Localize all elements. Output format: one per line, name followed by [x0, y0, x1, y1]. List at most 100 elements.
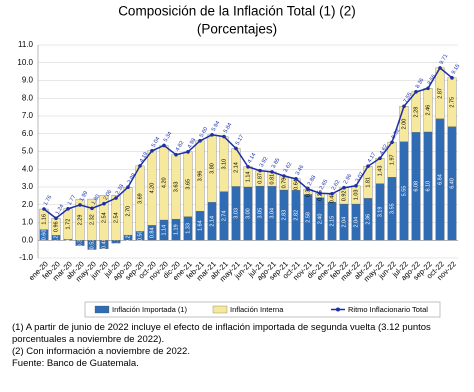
- data-label: 0.25: [317, 190, 323, 201]
- y-tick-label: 5.0: [22, 147, 34, 156]
- data-label: 4.17: [367, 152, 378, 164]
- line-marker: [354, 183, 358, 188]
- data-label: 2.54: [101, 212, 107, 223]
- y-tick-label: 10.0: [17, 58, 33, 67]
- data-label: 0.92: [341, 191, 347, 202]
- data-label: 5.94: [211, 120, 222, 132]
- line-marker: [198, 139, 202, 143]
- data-label: 0.47: [329, 193, 335, 204]
- data-label: 8.36: [415, 77, 426, 89]
- data-label: 2.38: [115, 183, 126, 195]
- data-label: 4.62: [379, 144, 390, 156]
- line-marker: [378, 156, 382, 161]
- line-marker: [318, 191, 322, 196]
- data-label: 2.06: [103, 189, 114, 201]
- bar: [87, 198, 97, 241]
- line-marker: [102, 201, 106, 206]
- data-label: 3.96: [197, 171, 203, 182]
- line-marker: [138, 164, 142, 168]
- data-label: 2.74: [221, 211, 227, 222]
- line-marker: [438, 66, 442, 70]
- legend-box: [84, 301, 441, 318]
- data-label: 3.69: [137, 193, 143, 204]
- legend-label: Inflación Interna: [230, 305, 284, 314]
- data-label: 5.17: [235, 134, 246, 146]
- note: (2) Con información a noviembre de 2022.: [12, 346, 190, 357]
- data-label: 9.15: [451, 63, 462, 75]
- data-label: 2.87: [437, 88, 443, 99]
- line-marker: [186, 150, 190, 154]
- line-marker: [342, 185, 346, 190]
- legend-label: Inflación Importada (1): [112, 305, 188, 314]
- line-marker: [270, 170, 274, 174]
- data-label: 5.04: [151, 136, 162, 148]
- data-label: 1.97: [389, 154, 395, 165]
- data-label: 4.19: [139, 151, 150, 163]
- line-marker: [282, 174, 286, 178]
- data-label: 8.56: [427, 74, 438, 86]
- line-marker: [78, 203, 82, 207]
- line-marker: [222, 134, 226, 139]
- data-label: 3.92: [259, 156, 270, 168]
- data-label: 3.00: [245, 208, 251, 219]
- data-label: -0.30: [77, 237, 83, 250]
- data-label: 2.40: [317, 214, 323, 225]
- data-label: 2.04: [341, 217, 347, 228]
- data-label: 2.82: [293, 210, 299, 221]
- data-label: 0.60: [41, 230, 47, 241]
- data-label: 1.14: [161, 225, 167, 236]
- data-label: 6.40: [449, 178, 455, 189]
- data-label: 3.80: [209, 163, 215, 174]
- y-tick-label: 1.0: [22, 218, 34, 227]
- y-tick-label: 2.0: [22, 200, 34, 209]
- legend-swatch: [212, 305, 228, 314]
- data-label: 1.19: [173, 224, 179, 235]
- line-marker: [162, 143, 166, 148]
- line-marker: [66, 207, 70, 211]
- line-marker: [390, 140, 394, 145]
- data-label: 2.70: [125, 206, 131, 217]
- data-label: 2.36: [365, 214, 371, 225]
- data-label: 0.87: [257, 173, 263, 184]
- data-label: 2.14: [209, 216, 215, 227]
- data-label: 4.20: [161, 177, 167, 188]
- data-label: 4.20: [149, 183, 155, 194]
- data-label: 2.04: [353, 217, 359, 228]
- bar: [111, 195, 121, 241]
- data-label: 2.58: [305, 212, 311, 223]
- data-label: 9.71: [439, 53, 450, 65]
- line-marker: [402, 104, 406, 109]
- line-marker: [306, 187, 310, 191]
- y-tick-label: 9.0: [22, 76, 34, 85]
- data-label: 0.81: [269, 174, 275, 185]
- data-label: 3.07: [355, 171, 366, 183]
- data-label: 2.54: [113, 212, 119, 223]
- data-label: 2.46: [425, 105, 431, 116]
- data-label: 2.14: [233, 162, 239, 173]
- data-label: 0.79: [281, 178, 287, 189]
- data-label: 2.75: [449, 97, 455, 108]
- data-label: 1.14: [245, 172, 251, 183]
- data-label: 2.65: [319, 179, 330, 191]
- data-label: 1.64: [197, 220, 203, 231]
- data-label: 3.63: [173, 182, 179, 193]
- line-marker: [234, 146, 238, 151]
- data-label: 1.03: [353, 190, 359, 201]
- line-marker: [150, 148, 154, 153]
- data-label: 5.84: [223, 122, 234, 134]
- data-label: 3.62: [283, 161, 294, 173]
- data-label: 4.98: [187, 137, 198, 149]
- data-label: 2.28: [413, 107, 419, 118]
- data-label: 6.08: [413, 181, 419, 192]
- y-tick-label: 3.0: [22, 182, 34, 191]
- line-marker: [210, 133, 214, 137]
- data-label: 2.88: [307, 175, 318, 187]
- note: (1) A partir de junio de 2022 incluye el…: [12, 322, 431, 345]
- line-marker: [258, 168, 262, 173]
- data-label: 0.05: [65, 234, 71, 245]
- y-tick-label: 11.0: [18, 40, 34, 49]
- data-label: 0.84: [149, 227, 155, 238]
- data-label: 5.34: [163, 131, 174, 143]
- data-label: 1.16: [41, 214, 47, 225]
- line-marker: [42, 207, 46, 211]
